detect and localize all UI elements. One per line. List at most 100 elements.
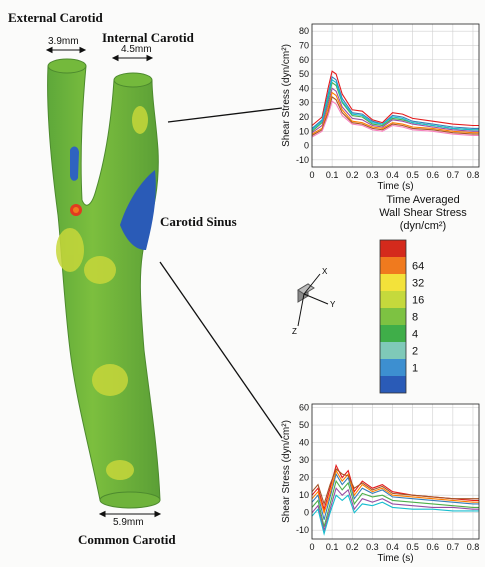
colorbar: 64 32 16 8 4 2 1 (379, 239, 424, 394)
x-axis-line (303, 273, 321, 295)
x-tick-label: 0.8 (467, 170, 480, 180)
series-line-0 (311, 70, 479, 127)
internal-diameter-label: 4.5mm (121, 44, 152, 55)
y-tick-label: 80 (299, 26, 309, 36)
axes-triad: X Y Z (292, 267, 336, 336)
colorbar-swatch (380, 257, 406, 274)
colorbar-title-line3: (dyn/cm²) (399, 220, 447, 232)
series-line-3 (311, 487, 479, 533)
dimension-arrows (45, 46, 162, 518)
y-tick-label: 10 (299, 490, 309, 500)
y-tick-label: -10 (296, 525, 309, 535)
carotid-sinus-label: Carotid Sinus (160, 214, 237, 229)
colorbar-title: Time Averaged Wall Shear Stress (dyn/cm²… (358, 194, 485, 233)
colorbar-swatch (380, 274, 406, 291)
common-diameter-label: 5.9mm (113, 517, 144, 528)
carotid-sinus-low-stress-region (120, 170, 156, 250)
common-opening (99, 491, 161, 509)
internal-opening (113, 72, 153, 88)
x-tick-label: 0.2 (346, 170, 359, 180)
y-tick-label: 70 (299, 40, 309, 50)
series-line-2 (311, 479, 479, 527)
y-tick-label: 40 (299, 83, 309, 93)
external-diameter-label: 3.9mm (48, 36, 79, 47)
y-tick-label: 50 (299, 420, 309, 430)
y-tick-label: 0 (304, 141, 309, 151)
colorbar-swatch (380, 240, 406, 257)
plot-frame (311, 403, 480, 540)
common-carotid-label: Common Carotid (78, 532, 176, 547)
external-carotid-label: External Carotid (8, 10, 103, 25)
x-tick-label: 0.7 (447, 170, 460, 180)
series-line-6 (311, 467, 479, 506)
plot-frame (311, 23, 480, 168)
series-line-5 (311, 95, 479, 136)
moderate-stress-regions (56, 106, 148, 480)
y-tick-label: 30 (299, 455, 309, 465)
colorbar-swatch (380, 342, 406, 359)
series-line-6 (311, 100, 479, 138)
x-tick-label: 0 (309, 170, 314, 180)
series-line-4 (311, 469, 479, 515)
z-axis-line (297, 293, 305, 327)
y-axis-title: Shear Stress (dyn/cm²) (281, 44, 292, 147)
x-tick-label: 0.8 (467, 542, 480, 552)
series-line-5 (311, 494, 479, 536)
colorbar-frame (379, 239, 407, 394)
colorbar-tick-label: 1 (412, 363, 418, 375)
colorbar-title-line2: Wall Shear Stress (379, 207, 467, 219)
y-tick-label: 50 (299, 69, 309, 79)
colorbar-tick-label: 64 (412, 261, 424, 273)
y-axis-label: Y (330, 300, 336, 309)
external-low-stress-region (70, 146, 79, 181)
external-opening (47, 58, 87, 74)
apex-core (73, 207, 79, 213)
series-line-7 (311, 78, 479, 131)
colorbar-tick-label: 8 (412, 312, 418, 324)
series-line-4 (311, 91, 479, 135)
colorbar-tick-label: 2 (412, 346, 418, 358)
x-tick-label: 0.4 (386, 542, 399, 552)
x-tick-label: 0.1 (326, 542, 339, 552)
colorbar-swatch (380, 325, 406, 342)
y-tick-label: 60 (299, 403, 309, 413)
colorbar-tick-label: 32 (412, 278, 424, 290)
x-tick-label: 0.2 (346, 542, 359, 552)
x-tick-label: 0.6 (426, 542, 439, 552)
colorbar-swatch (380, 376, 406, 393)
x-axis-title: Time (s) (377, 181, 413, 192)
series-line-1 (311, 75, 479, 129)
x-tick-label: 0.3 (366, 170, 379, 180)
x-tick-label: 0.6 (426, 170, 439, 180)
x-tick-label: 0.7 (447, 542, 460, 552)
leader-line-internal (167, 107, 283, 123)
colorbar-swatch (380, 291, 406, 308)
y-axis-title: Shear Stress (dyn/cm²) (281, 420, 292, 523)
x-axis-title: Time (s) (377, 553, 413, 564)
leader-line-common (159, 261, 283, 439)
x-tick-label: 0 (309, 542, 314, 552)
x-tick-label: 0.5 (406, 170, 419, 180)
colorbar-tick-label: 4 (412, 329, 418, 341)
y-tick-label: 20 (299, 112, 309, 122)
y-tick-label: -10 (296, 155, 309, 165)
colorbar-tick-label: 16 (412, 295, 424, 307)
y-tick-label: 60 (299, 55, 309, 65)
carotid-artery-model (45, 46, 283, 518)
series-line-3 (311, 87, 479, 134)
x-tick-label: 0.1 (326, 170, 339, 180)
x-tick-label: 0.3 (366, 542, 379, 552)
y-tick-label: 20 (299, 473, 309, 483)
series-line-1 (311, 472, 479, 520)
z-axis-label: Z (292, 327, 297, 336)
x-axis-label: X (322, 267, 328, 276)
y-tick-label: 10 (299, 126, 309, 136)
y-tick-label: 40 (299, 438, 309, 448)
x-tick-label: 0.4 (386, 170, 399, 180)
internal-carotid-label: Internal Carotid (102, 30, 194, 45)
colorbar-title-line1: Time Averaged (386, 194, 460, 206)
y-tick-label: 0 (304, 508, 309, 518)
colorbar-swatch (380, 308, 406, 325)
